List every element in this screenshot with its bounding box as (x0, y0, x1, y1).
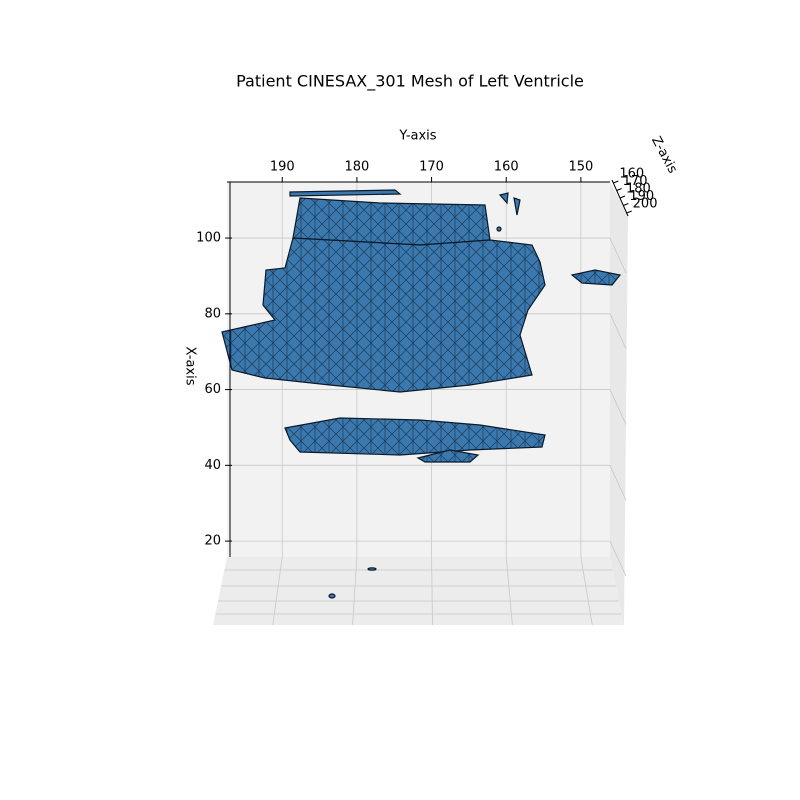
mesh-side (570, 269, 622, 286)
y-tick-label: 160 (494, 160, 519, 175)
x-tick-label: 40 (204, 458, 221, 473)
grid-line (609, 540, 627, 577)
tick-mark (626, 210, 632, 214)
x-tick-label: 80 (204, 306, 221, 321)
mesh-bit (498, 192, 509, 205)
y-tick-label: 180 (344, 160, 369, 175)
mesh (221, 189, 622, 599)
x-axis-label: X-axis (183, 347, 198, 386)
z-tick-label: 170 (623, 174, 648, 189)
z-axis-label: Z-axis (648, 134, 680, 176)
grid-line (609, 237, 627, 274)
y-tick-label: 190 (270, 160, 295, 175)
mesh-bit (367, 567, 377, 571)
mesh-bit (513, 197, 521, 216)
x-tick-label: 100 (196, 231, 221, 246)
mesh-bit (496, 226, 502, 232)
z-tick-label: 180 (626, 182, 651, 197)
z-tick-label: 200 (633, 197, 658, 212)
mesh-lower (284, 417, 546, 456)
mesh-bit (328, 593, 336, 599)
tick-mark (616, 188, 622, 191)
grid-line (609, 313, 627, 349)
mesh-main (221, 237, 546, 393)
mesh-top-strip (289, 189, 402, 197)
x-tick-label: 60 (204, 382, 221, 397)
grid-line (609, 389, 627, 425)
y-axis-label: Y-axis (398, 129, 436, 144)
y-tick-label: 170 (419, 160, 444, 175)
tick-mark (613, 180, 619, 184)
mesh-upper (292, 197, 491, 246)
chart-title: Patient CINESAX_301 Mesh of Left Ventric… (236, 72, 584, 92)
z-tick-label: 190 (629, 189, 654, 204)
tick-mark (623, 203, 629, 206)
z-tick-label: 160 (619, 167, 644, 182)
x-tick-label: 20 (204, 534, 221, 549)
floor-pane (213, 557, 624, 625)
y-tick-label: 150 (568, 160, 593, 175)
grid-line (609, 465, 627, 501)
mesh-small (416, 449, 480, 463)
side-pane (610, 182, 628, 625)
tick-mark (619, 195, 626, 199)
